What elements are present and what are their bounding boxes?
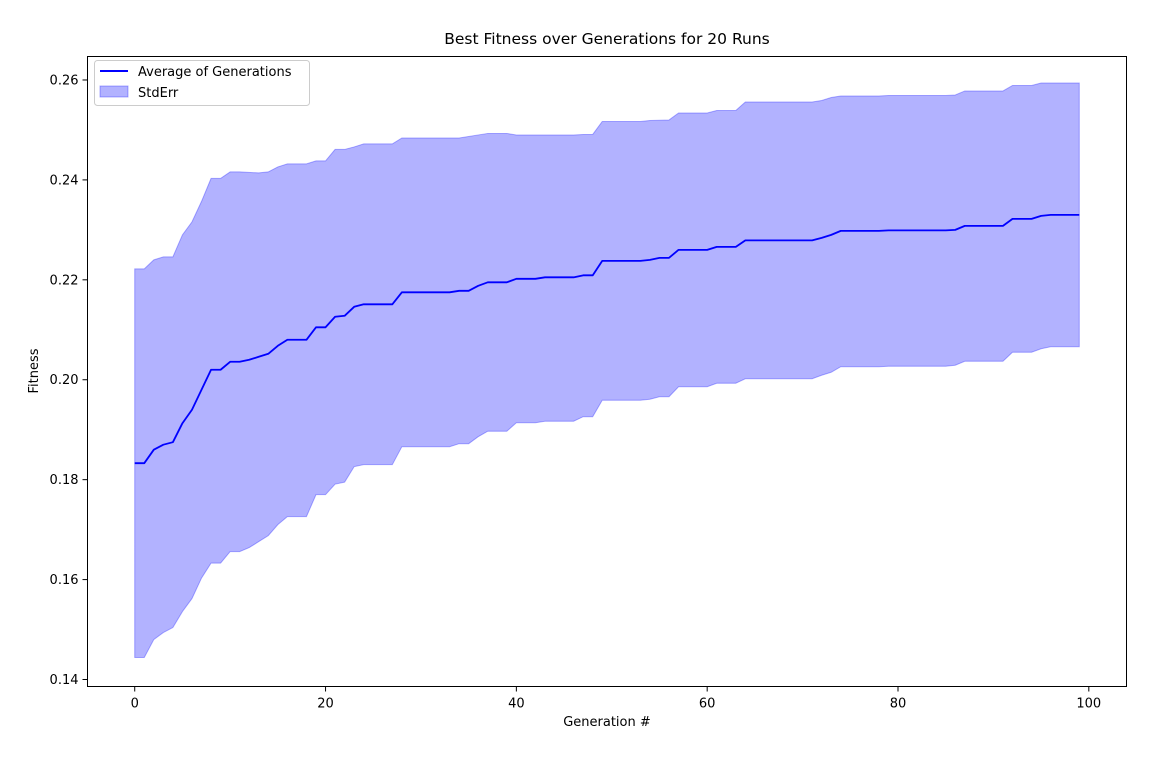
y-tick-label: 0.14 (50, 673, 79, 688)
y-tick-label: 0.26 (50, 73, 79, 88)
legend-label-stderr: StdErr (138, 86, 179, 101)
y-tick-label: 0.16 (50, 573, 79, 588)
x-tick-label: 20 (317, 697, 334, 712)
average-series-line (134, 213, 1080, 465)
y-tick-label: 0.24 (50, 173, 79, 188)
y-tick-label: 0.20 (50, 373, 79, 388)
legend-box (94, 60, 310, 106)
legend: Average of Generations StdErr (94, 60, 310, 106)
x-tick-label: 80 (890, 697, 907, 712)
y-axis: 0.14 0.16 0.18 0.20 0.22 0.24 0.26 (50, 73, 88, 688)
plot-area (134, 82, 1080, 659)
plot-frame (87, 56, 1127, 687)
y-tick-label: 0.18 (50, 473, 79, 488)
x-axis-label: Generation # (563, 715, 651, 730)
legend-label-average: Average of Generations (138, 65, 292, 80)
x-tick-label: 100 (1076, 697, 1101, 712)
chart-title: Best Fitness over Generations for 20 Run… (444, 30, 770, 48)
x-axis: 0 20 40 60 80 100 (131, 686, 1101, 712)
x-tick-label: 60 (699, 697, 716, 712)
y-axis-label: Fitness (27, 348, 42, 393)
x-tick-label: 40 (508, 697, 525, 712)
x-tick-label: 0 (131, 697, 139, 712)
legend-swatch-stderr (99, 85, 129, 98)
stderr-band (134, 82, 1080, 659)
y-tick-label: 0.22 (50, 273, 79, 288)
